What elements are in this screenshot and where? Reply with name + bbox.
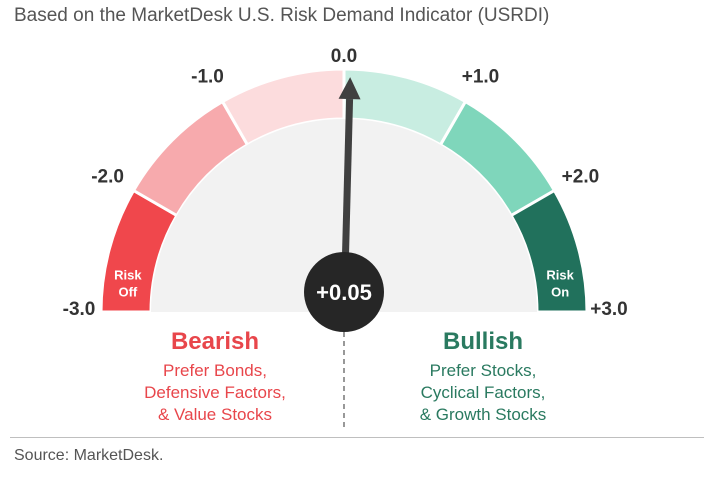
gauge-needle: [338, 77, 361, 273]
tick-label: -1.0: [191, 67, 224, 88]
tick-label: -2.0: [91, 167, 124, 188]
risk-on-label: On: [551, 285, 569, 300]
tick-labels: -3.0 -2.0 -1.0 0.0 +1.0 +2.0 +3.0: [63, 46, 628, 320]
bullish-heading: Bullish: [442, 328, 523, 355]
risk-off-label: Off: [118, 285, 137, 300]
bullish-panel: Bullish Prefer Stocks, Cyclical Factors,…: [378, 328, 588, 426]
bearish-panel: Bearish Prefer Bonds, Defensive Factors,…: [110, 328, 320, 426]
gauge-chart: -3.0 -2.0 -1.0 0.0 +1.0 +2.0 +3.0 Risk Off Risk O…: [63, 46, 628, 428]
bullish-line: Prefer Stocks,: [429, 361, 537, 380]
tick-label: +2.0: [562, 167, 600, 188]
bullish-line: Cyclical Factors,: [420, 383, 546, 402]
tick-label: 0.0: [331, 46, 357, 67]
bearish-line: & Value Stocks: [157, 405, 273, 424]
chart-title: Based on the MarketDesk U.S. Risk Demand…: [14, 5, 550, 26]
gauge-readout: +0.05: [316, 280, 372, 305]
bullish-line: & Growth Stocks: [419, 405, 547, 424]
risk-on-label: Risk: [546, 268, 574, 283]
bearish-heading: Bearish: [170, 328, 260, 355]
bearish-line: Prefer Bonds,: [163, 361, 267, 380]
source-note: Source: MarketDesk.: [14, 447, 164, 464]
footer-divider: [10, 437, 704, 438]
risk-off-label: Risk: [114, 268, 142, 283]
needle-arrowhead: [338, 77, 361, 100]
needle-shaft: [341, 98, 354, 273]
tick-label: +1.0: [462, 67, 500, 88]
zone-labels: Risk Off Risk On: [114, 268, 574, 300]
tick-label: +3.0: [590, 299, 628, 320]
bearish-line: Defensive Factors,: [144, 383, 286, 402]
tick-label: -3.0: [63, 299, 96, 320]
needle-hub: [304, 252, 384, 332]
